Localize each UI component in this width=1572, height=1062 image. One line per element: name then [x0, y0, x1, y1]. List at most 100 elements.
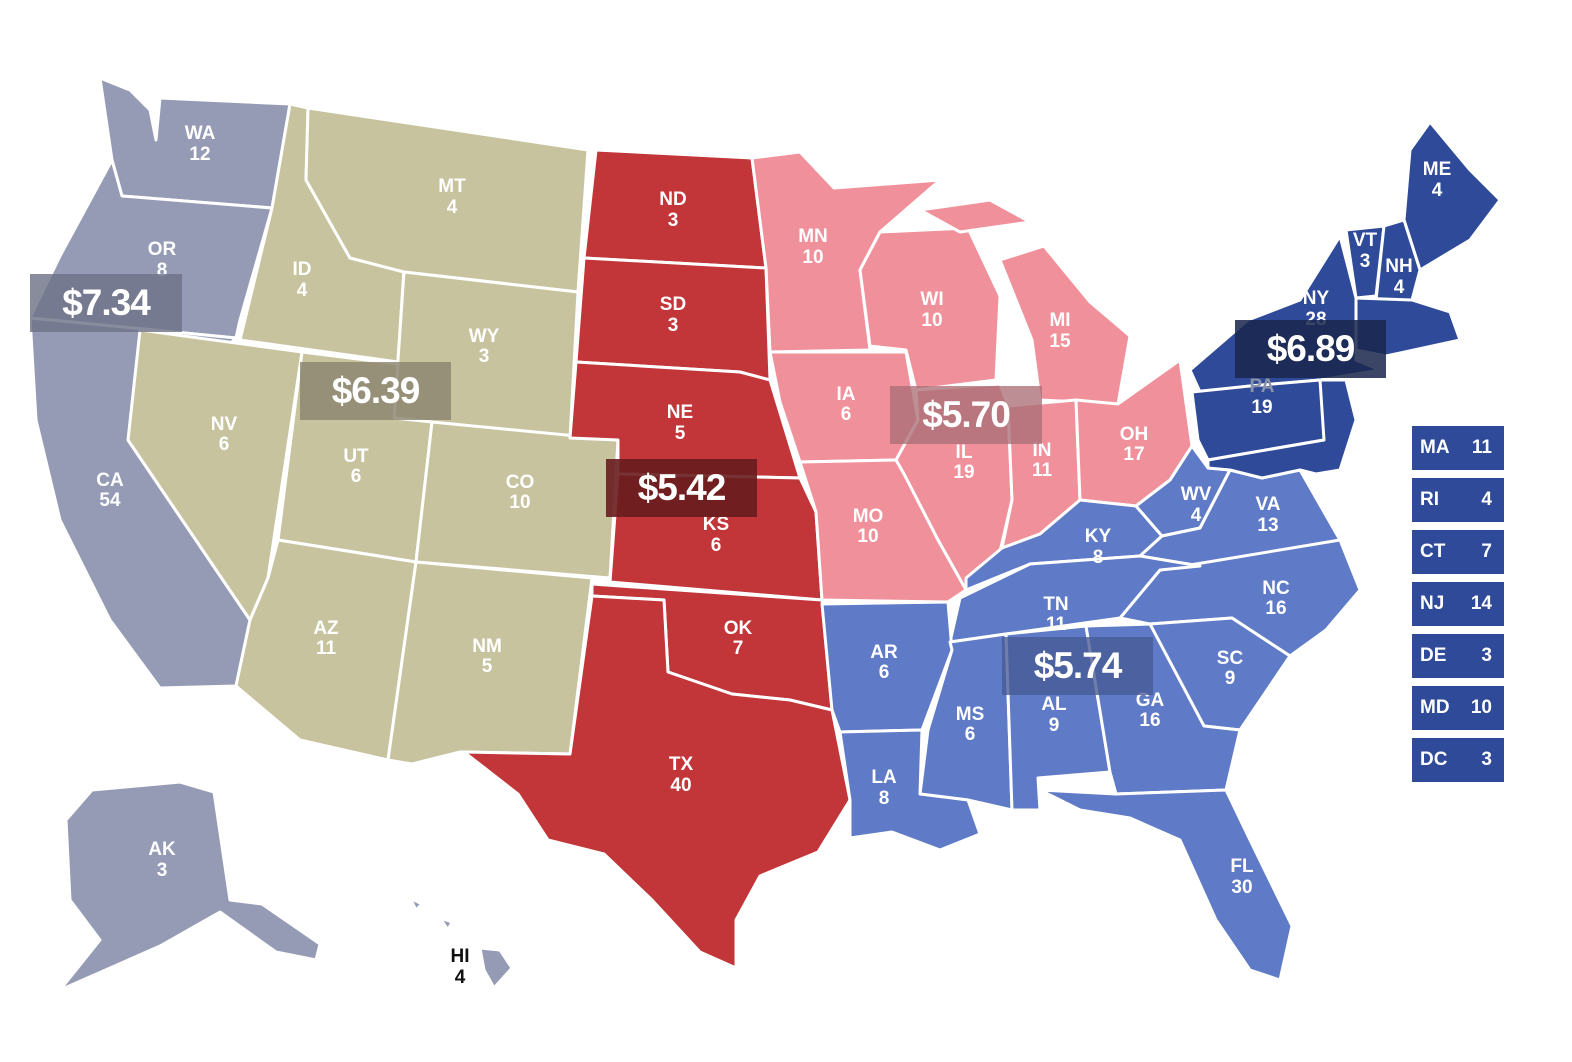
label-nc-abbr: NC — [1262, 578, 1290, 599]
legend-item-nj[interactable]: NJ 14 — [1412, 582, 1504, 626]
label-oh-abbr: OH — [1120, 424, 1149, 445]
state-tx[interactable] — [462, 594, 852, 970]
label-wa-votes: 12 — [189, 144, 210, 165]
label-wi-abbr: WI — [920, 289, 943, 310]
legend-ct-abbr: CT — [1420, 541, 1446, 562]
label-co-abbr: CO — [506, 472, 535, 493]
region-northeast — [1188, 120, 1502, 480]
label-il-votes: 19 — [953, 462, 974, 483]
label-ne-abbr: NE — [667, 402, 693, 423]
label-ar-abbr: AR — [870, 642, 898, 663]
label-nc-votes: 16 — [1265, 598, 1286, 619]
label-ga-votes: 16 — [1139, 710, 1160, 731]
state-mi[interactable] — [918, 198, 1132, 406]
label-wv-votes: 4 — [1191, 505, 1202, 526]
label-pa-votes: 19 — [1251, 397, 1272, 418]
label-hi-votes: 4 — [455, 967, 466, 988]
label-oh-votes: 17 — [1123, 444, 1144, 465]
state-nm[interactable] — [386, 560, 594, 766]
legend-ri-votes: 4 — [1481, 489, 1492, 510]
label-sd-votes: 3 — [668, 315, 679, 336]
label-nh-votes: 4 — [1394, 277, 1405, 298]
label-nd-abbr: ND — [659, 189, 686, 210]
state-hi[interactable] — [408, 896, 514, 990]
label-tn-abbr: TN — [1043, 594, 1068, 615]
state-fl[interactable] — [1038, 788, 1294, 982]
label-mt-abbr: MT — [438, 176, 466, 197]
label-ak-votes: 3 — [157, 860, 168, 881]
label-mn-votes: 10 — [802, 247, 823, 268]
label-ut-abbr: UT — [343, 446, 369, 467]
label-vt-votes: 3 — [1360, 251, 1371, 272]
state-nh[interactable] — [1374, 218, 1422, 302]
small-states-legend: MA 11 RI 4 CT 7 NJ 14 DE 3 MD 10 DC 3 — [1412, 426, 1504, 790]
region-plains — [462, 148, 852, 970]
label-wi-votes: 10 — [921, 310, 942, 331]
state-me[interactable] — [1402, 120, 1502, 272]
label-sc-votes: 9 — [1225, 668, 1236, 689]
label-ia-votes: 6 — [841, 404, 852, 425]
label-ca-abbr: CA — [96, 470, 124, 491]
legend-ma-votes: 11 — [1471, 437, 1492, 458]
legend-item-ma[interactable]: MA 11 — [1412, 426, 1504, 470]
legend-item-md[interactable]: MD 10 — [1412, 686, 1504, 730]
label-me-votes: 4 — [1432, 180, 1443, 201]
label-ca-votes: 54 — [99, 490, 121, 511]
label-la-votes: 8 — [879, 788, 890, 809]
label-al-abbr: AL — [1041, 694, 1067, 715]
label-tn-votes: 11 — [1046, 614, 1067, 635]
label-nm-abbr: NM — [472, 636, 502, 657]
label-mo-abbr: MO — [853, 506, 884, 527]
price-label-south: $5.74 — [1002, 637, 1153, 695]
label-me-abbr: ME — [1423, 159, 1452, 180]
label-la-abbr: LA — [871, 767, 897, 788]
legend-item-de[interactable]: DE 3 — [1412, 634, 1504, 678]
label-ia-abbr: IA — [837, 384, 856, 405]
label-fl-votes: 30 — [1231, 877, 1252, 898]
state-nj-md-de[interactable] — [1206, 378, 1358, 480]
label-ar-votes: 6 — [879, 662, 890, 683]
label-mn-abbr: MN — [798, 226, 828, 247]
label-ks-abbr: KS — [703, 514, 729, 535]
label-or-abbr: OR — [148, 239, 177, 260]
price-label-mountain: $6.39 — [300, 362, 451, 420]
label-vt-abbr: VT — [1353, 230, 1378, 251]
label-ky-votes: 8 — [1093, 547, 1104, 568]
state-labels: WA 12 OR 8 CA 54 AK 3 HI 4 ID 4 MT 4 WY … — [96, 123, 1451, 988]
label-ut-votes: 6 — [351, 466, 362, 487]
label-va-abbr: VA — [1256, 494, 1281, 515]
price-label-midwest: $5.70 — [890, 386, 1042, 444]
legend-item-ct[interactable]: CT 7 — [1412, 530, 1504, 574]
legend-nj-abbr: NJ — [1420, 593, 1445, 614]
label-mi-votes: 15 — [1049, 331, 1071, 352]
legend-nj-votes: 14 — [1470, 593, 1492, 614]
label-ne-votes: 5 — [675, 423, 686, 444]
label-il-abbr: IL — [956, 442, 973, 463]
label-nh-abbr: NH — [1385, 256, 1412, 277]
label-fl-abbr: FL — [1230, 856, 1254, 877]
label-ok-abbr: OK — [724, 618, 753, 639]
price-label-plains: $5.42 — [606, 459, 757, 517]
label-pa-abbr: PA — [1250, 376, 1275, 397]
region-mountain — [126, 102, 620, 766]
label-wa-abbr: WA — [185, 123, 216, 144]
label-wy-abbr: WY — [469, 326, 500, 347]
label-ms-abbr: MS — [956, 704, 985, 725]
label-ky-abbr: KY — [1085, 526, 1112, 547]
label-va-votes: 13 — [1257, 515, 1278, 536]
label-co-votes: 10 — [509, 492, 530, 513]
label-nv-votes: 6 — [219, 434, 230, 455]
label-hi-abbr: HI — [451, 946, 470, 967]
legend-de-abbr: DE — [1420, 645, 1447, 666]
state-la[interactable] — [838, 728, 982, 852]
state-nv[interactable] — [126, 328, 304, 622]
label-or-votes: 8 — [157, 260, 168, 281]
legend-ma-abbr: MA — [1420, 437, 1450, 458]
label-mt-votes: 4 — [447, 197, 458, 218]
legend-item-dc[interactable]: DC 3 — [1412, 738, 1504, 782]
legend-item-ri[interactable]: RI 4 — [1412, 478, 1504, 522]
state-ak[interactable] — [58, 780, 322, 992]
label-nd-votes: 3 — [668, 210, 679, 231]
price-label-northeast: $6.89 — [1235, 320, 1386, 378]
legend-dc-abbr: DC — [1420, 749, 1448, 770]
